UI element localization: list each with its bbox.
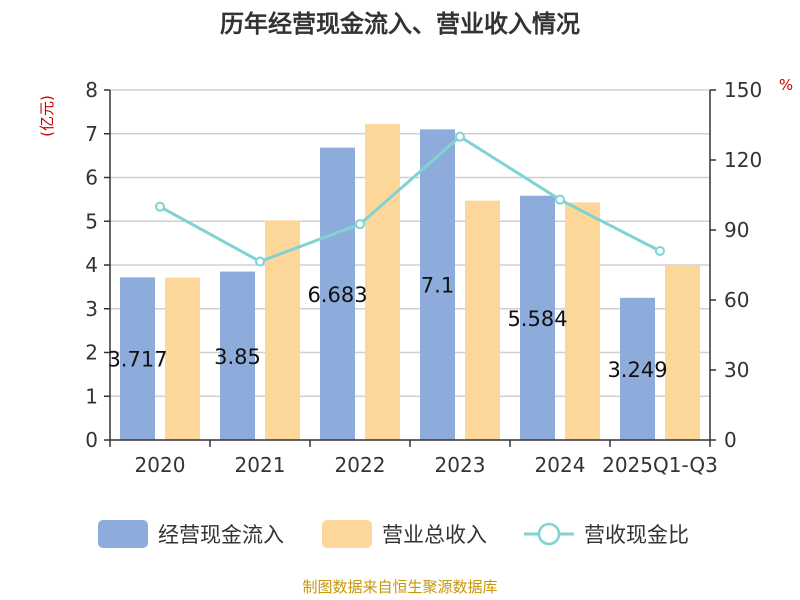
category-label: 2021 (235, 453, 286, 477)
bar-cash-inflow (620, 297, 655, 440)
right-axis-unit: % (779, 76, 793, 94)
legend-label-ratio: 营收现金比 (584, 523, 689, 547)
data-label-cash-inflow: 3.249 (607, 358, 667, 382)
right-tick-label: 60 (724, 288, 749, 312)
left-tick-label: 2 (85, 341, 98, 365)
grid-lines (110, 89, 710, 397)
left-tick-label: 3 (85, 297, 98, 321)
left-tick-label: 6 (85, 166, 98, 190)
left-tick-label: 5 (85, 209, 98, 233)
ratio-line (155, 131, 665, 267)
bar-cash-inflow (320, 147, 355, 440)
left-tick-label: 8 (85, 78, 98, 102)
bar-cash-inflow (120, 277, 155, 440)
bar-revenue (465, 200, 500, 440)
right-tick-label: 150 (724, 78, 762, 102)
ratio-polyline (159, 134, 661, 264)
left-axis-unit: (亿元) (38, 95, 56, 137)
data-labels: 3.717 3.85 6.683 7.1 5.584 3.249 (107, 274, 667, 382)
data-label-cash-inflow: 7.1 (421, 274, 454, 298)
data-label-cash-inflow: 6.683 (307, 283, 367, 307)
left-tick-label: 4 (85, 253, 98, 277)
bar-cash-inflow (220, 271, 255, 440)
ratio-point (255, 256, 265, 267)
tick-labels: 0 1 2 3 4 5 6 7 8 0 30 60 90 120 150 2020 2021 2022 2023 20… (85, 78, 762, 477)
ratio-point (155, 201, 165, 212)
left-tick-label: 1 (85, 384, 98, 408)
right-tick-label: 120 (724, 148, 762, 172)
source-note: 制图数据来自恒生聚源数据库 (302, 578, 497, 596)
right-tick-label: 0 (724, 428, 737, 452)
ratio-point (555, 194, 565, 205)
bar-cash-inflow (520, 195, 555, 440)
bar-revenue (565, 202, 600, 440)
legend-label-cash-inflow: 经营现金流入 (158, 523, 284, 547)
chart-title: 历年经营现金流入、营业收入情况 (220, 10, 580, 38)
category-label: 2022 (335, 453, 386, 477)
left-tick-label: 0 (85, 428, 98, 452)
ratio-point (655, 246, 665, 256)
right-tick-label: 30 (724, 358, 749, 382)
ratio-point (455, 131, 465, 142)
legend-swatch-cash-inflow (98, 520, 148, 548)
axes (104, 89, 716, 447)
legend-swatch-revenue (322, 520, 372, 548)
category-label: 2020 (135, 453, 186, 477)
data-label-cash-inflow: 5.584 (507, 307, 567, 331)
bars (120, 124, 700, 440)
legend-label-revenue: 营业总收入 (382, 523, 487, 547)
data-label-cash-inflow: 3.85 (214, 345, 261, 369)
legend-marker-ratio (537, 522, 561, 546)
bar-revenue (165, 277, 200, 440)
bar-revenue (665, 265, 700, 440)
category-label: 2023 (435, 453, 486, 477)
right-tick-label: 90 (724, 218, 749, 242)
ratio-point (355, 219, 365, 230)
category-label: 2024 (535, 453, 586, 477)
left-tick-label: 7 (85, 122, 98, 146)
bar-cash-inflow (420, 129, 455, 440)
data-label-cash-inflow: 3.717 (107, 348, 167, 372)
bar-revenue (365, 124, 400, 440)
legend: 经营现金流入 营业总收入 营收现金比 (98, 520, 689, 548)
category-label: 2025Q1-Q3 (602, 453, 718, 477)
